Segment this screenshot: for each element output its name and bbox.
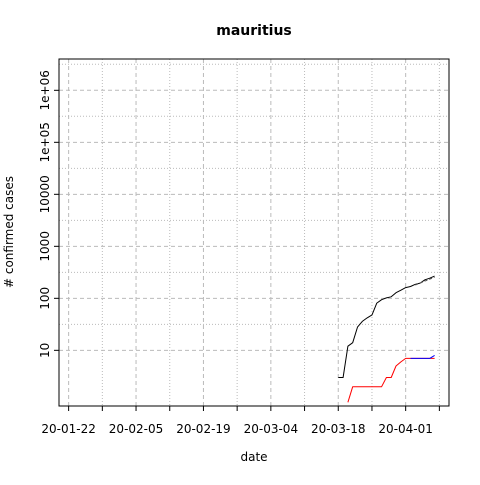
y-tick-label: 1e+06 xyxy=(38,70,52,110)
y-tick-label: 1000 xyxy=(38,231,52,262)
x-tick-label: 20-03-04 xyxy=(244,422,298,436)
x-tick-label: 20-02-19 xyxy=(176,422,230,436)
chart-title: mauritius xyxy=(216,23,292,39)
x-tick-label: 20-03-18 xyxy=(311,422,365,436)
series-layer xyxy=(338,275,435,403)
plot-frame xyxy=(58,58,450,407)
x-tick-label: 20-02-05 xyxy=(109,422,163,436)
grid xyxy=(59,59,449,406)
y-tick-label: 10000 xyxy=(38,175,52,213)
series-line-0 xyxy=(338,275,435,378)
series-line-3 xyxy=(410,354,435,359)
series-line-1 xyxy=(415,276,435,286)
x-tick-label: 20-04-01 xyxy=(378,422,432,436)
axes: 20-01-22 20-02-05 20-02-19 20-03-04 20-03-18… xyxy=(38,70,440,436)
x-tick-label: 20-01-22 xyxy=(41,422,95,436)
y-axis-label: # confirmed cases xyxy=(2,176,16,288)
series-line-2 xyxy=(347,357,435,403)
x-axis-label: date xyxy=(240,450,267,464)
y-tick-label: 100 xyxy=(38,287,52,310)
y-tick-label: 10 xyxy=(38,343,52,358)
y-tick-label: 1e+05 xyxy=(38,122,52,162)
